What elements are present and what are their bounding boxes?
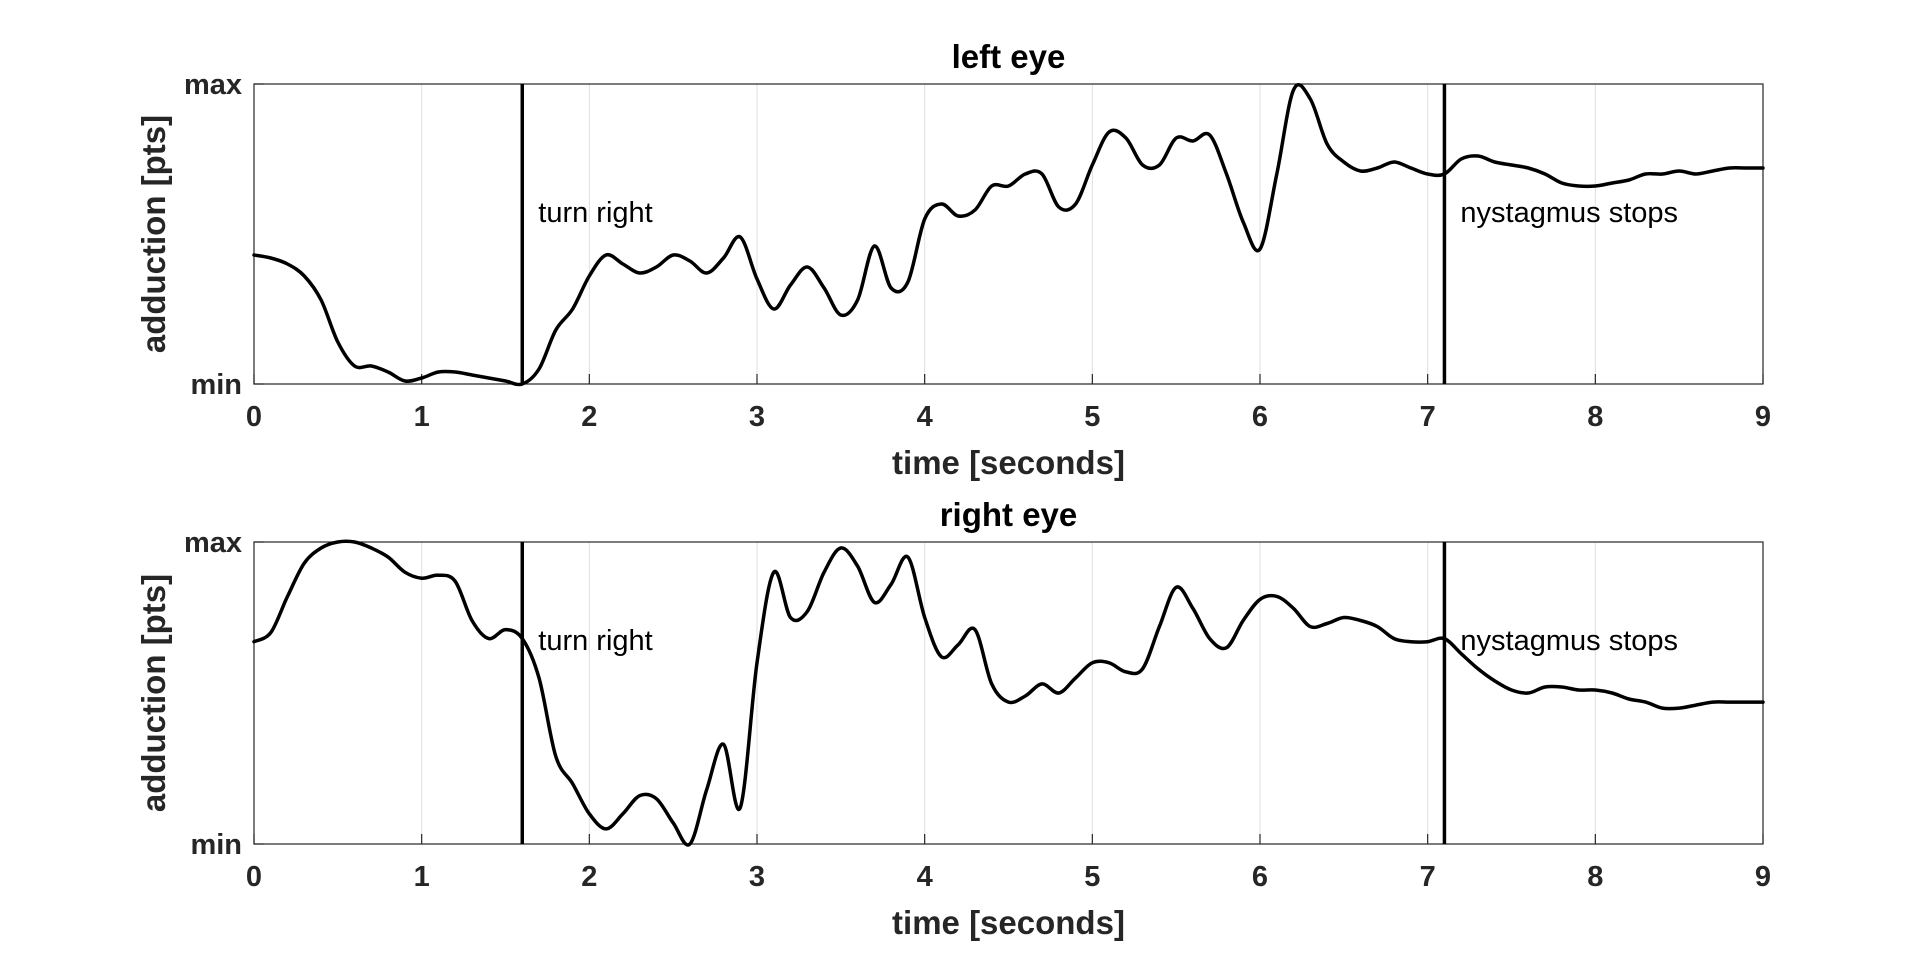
event-marker-label: nystagmus stops bbox=[1460, 197, 1678, 229]
y-axis-label: adduction [pts] bbox=[135, 115, 172, 353]
x-axis-label: time [seconds] bbox=[892, 444, 1125, 481]
y-tick-label: max bbox=[184, 69, 242, 101]
x-tick-label: 1 bbox=[414, 401, 430, 433]
x-tick-label: 0 bbox=[246, 861, 262, 893]
x-tick-label: 4 bbox=[917, 401, 933, 433]
chart-panel-left-eye: 0 1 2 3 4 5 6 7 8 9 min max turn right nystagmus stop… bbox=[135, 38, 1771, 481]
x-tick-label: 2 bbox=[581, 401, 597, 433]
x-tick-label: 2 bbox=[581, 861, 597, 893]
x-tick-label: 4 bbox=[917, 861, 933, 893]
adduction-series-line bbox=[252, 539, 1765, 847]
event-marker-label: nystagmus stops bbox=[1460, 625, 1678, 657]
x-tick-label: 9 bbox=[1755, 861, 1771, 893]
chart-title: right eye bbox=[940, 496, 1078, 533]
x-tick-label: 1 bbox=[414, 861, 430, 893]
x-axis-label: time [seconds] bbox=[892, 904, 1125, 941]
y-tick-label: max bbox=[184, 527, 242, 559]
x-tick-label: 5 bbox=[1084, 861, 1100, 893]
plot-frame bbox=[253, 541, 1764, 845]
event-marker-label: turn right bbox=[538, 197, 652, 229]
x-tick-label: 3 bbox=[749, 861, 765, 893]
x-tick-label: 8 bbox=[1587, 401, 1603, 433]
y-tick-label: min bbox=[190, 369, 242, 401]
x-tick-label: 0 bbox=[246, 401, 262, 433]
chart-title: left eye bbox=[952, 38, 1066, 75]
y-axis-label: adduction [pts] bbox=[135, 574, 172, 812]
x-tick-label: 3 bbox=[749, 401, 765, 433]
plot-frame bbox=[253, 83, 1764, 385]
x-tick-label: 6 bbox=[1252, 401, 1268, 433]
x-tick-label: 9 bbox=[1755, 401, 1771, 433]
x-tick-label: 6 bbox=[1252, 861, 1268, 893]
event-marker-label: turn right bbox=[538, 625, 652, 657]
x-tick-label: 8 bbox=[1587, 861, 1603, 893]
adduction-series-line bbox=[252, 83, 1765, 387]
x-tick-label: 5 bbox=[1084, 401, 1100, 433]
y-tick-label: min bbox=[190, 829, 242, 861]
chart-panel-right-eye: 0 1 2 3 4 5 6 7 8 9 min max turn right nystagmus stop… bbox=[135, 496, 1771, 941]
x-tick-label: 7 bbox=[1420, 861, 1436, 893]
x-tick-label: 7 bbox=[1420, 401, 1436, 433]
